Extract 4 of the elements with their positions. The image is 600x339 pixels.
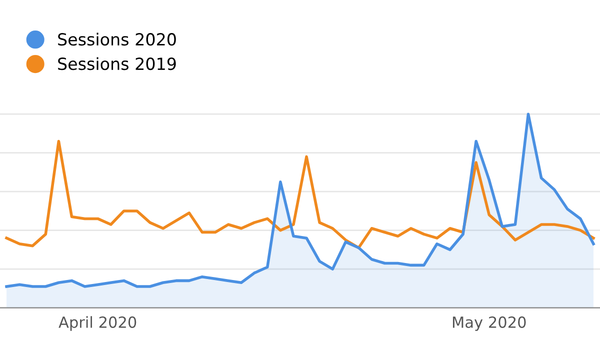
legend-label: Sessions 2020 <box>58 32 176 46</box>
legend-label: Sessions 2019 <box>58 57 176 70</box>
x-tick-label: April 2020 <box>58 316 136 331</box>
x-tick-label: May 2020 <box>452 316 526 331</box>
